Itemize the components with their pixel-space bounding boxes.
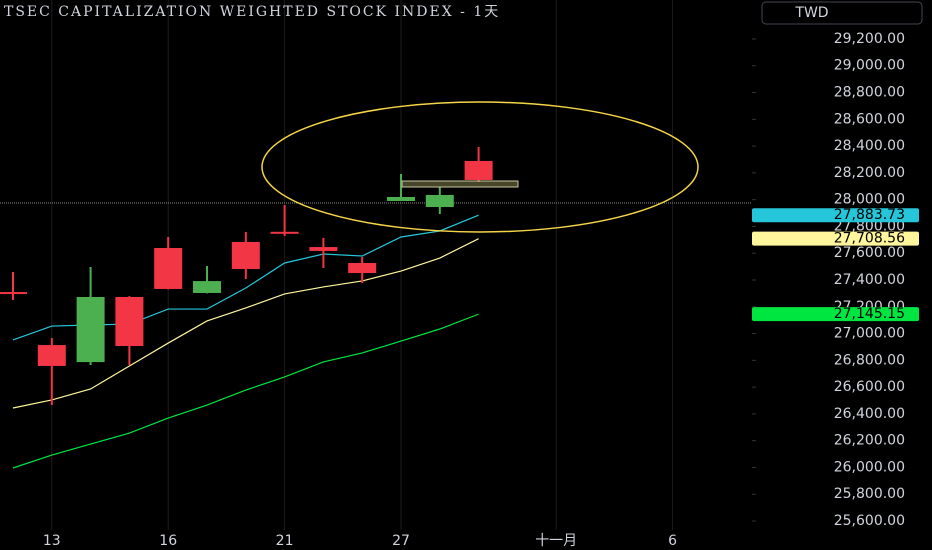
candle-body [231, 241, 260, 270]
ma-line [12, 313, 479, 469]
price-tag [752, 208, 919, 223]
price-tag-label: 27,708.56 [834, 231, 905, 247]
y-tick-label: 26,000.00 [834, 459, 905, 475]
y-tick-label: 28,000.00 [834, 192, 905, 208]
axis-bg [752, 26, 932, 550]
chart-title: TSEC CAPITALIZATION WEIGHTED STOCK INDEX… [4, 4, 500, 20]
y-tick-label: 27,800.00 [834, 218, 905, 234]
candle-body [464, 160, 493, 180]
y-tick-label: 27,400.00 [834, 272, 905, 288]
candle-body [76, 297, 105, 363]
price-tag [752, 231, 919, 246]
x-tick-label: 21 [276, 533, 294, 549]
y-tick-label: 29,000.00 [834, 58, 905, 74]
y-tick-label: 28,600.00 [834, 111, 905, 127]
currency-button[interactable] [761, 1, 923, 25]
x-tick-label: 13 [43, 533, 61, 549]
y-tick-label: 25,600.00 [834, 513, 905, 529]
candle-body [387, 196, 415, 201]
candle-body [309, 247, 338, 251]
ellipse-drawing [261, 101, 699, 233]
candle-body [154, 247, 183, 289]
candle-body [348, 262, 377, 274]
x-tick-label: 十一月 [535, 533, 577, 549]
y-tick-label: 26,800.00 [834, 352, 905, 368]
y-tick-label: 27,600.00 [834, 245, 905, 261]
price-tag-label: 27,883.73 [834, 207, 905, 223]
y-tick-label: 25,800.00 [834, 486, 905, 502]
y-tick-label: 27,000.00 [834, 326, 905, 342]
candle-body [115, 297, 144, 347]
y-tick-label: 26,200.00 [834, 433, 905, 449]
candle-body [425, 194, 454, 208]
y-tick-label: 28,800.00 [834, 85, 905, 101]
price-tag [752, 307, 919, 322]
price-axis: 25,600.00 25,800.00 26,000.00 26,200.00 26,4… [752, 26, 932, 550]
currency-label: TWD [794, 5, 828, 21]
x-tick-label: 6 [668, 533, 677, 549]
candle-body [37, 345, 66, 366]
x-tick-label: 27 [392, 533, 410, 549]
candle-body [0, 292, 27, 295]
y-tick-label: 29,200.00 [834, 31, 905, 47]
x-tick-label: 16 [159, 533, 177, 549]
y-tick-label: 26,400.00 [834, 406, 905, 422]
rectangle-drawing [401, 180, 519, 188]
plot [0, 147, 493, 469]
y-tick-label: 26,600.00 [834, 379, 905, 395]
candle-body [270, 231, 299, 234]
ma-line [12, 238, 479, 409]
price-tag-label: 27,145.15 [834, 306, 905, 322]
y-tick-label: 28,200.00 [834, 165, 905, 181]
y-tick-label: 28,400.00 [834, 138, 905, 154]
candle-body [193, 281, 221, 293]
